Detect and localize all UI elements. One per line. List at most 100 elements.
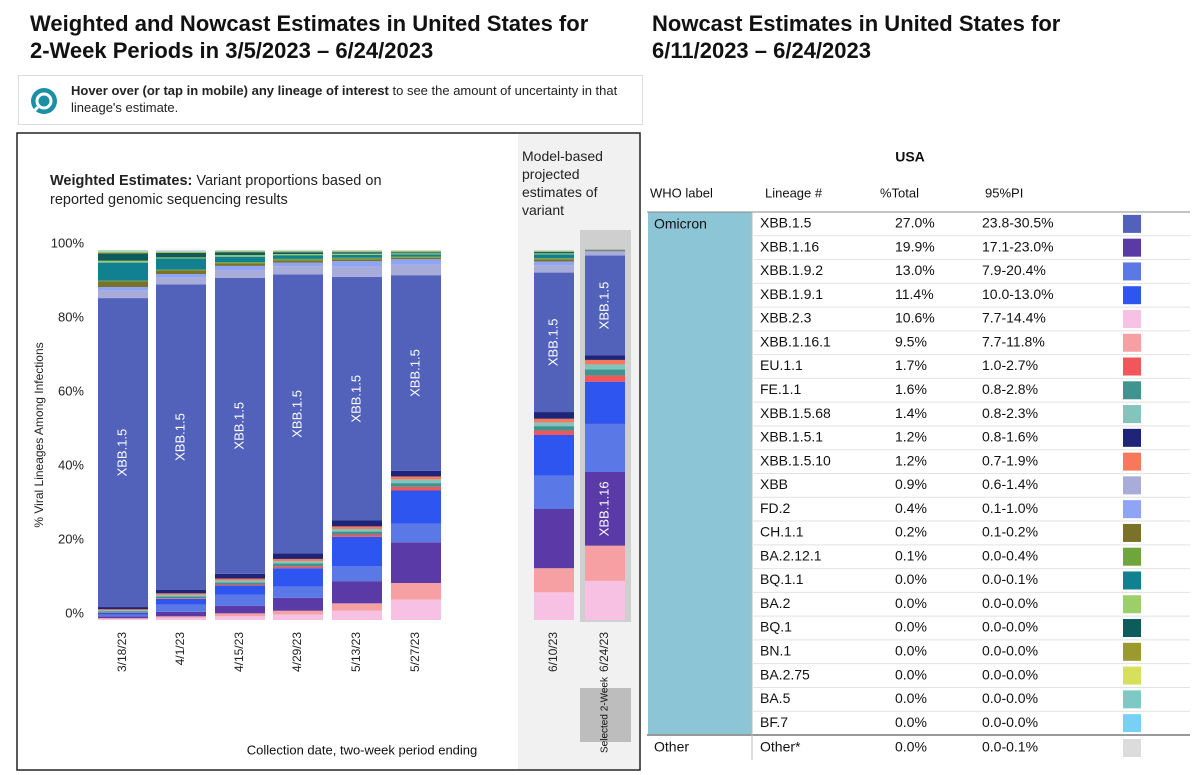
legend-swatch [1123, 739, 1141, 757]
bar-segment [332, 528, 382, 532]
bar-segment [156, 611, 206, 617]
bar-segment [98, 290, 148, 299]
percent-total: 0.0% [895, 619, 927, 635]
percent-total: 0.0% [895, 690, 927, 706]
bar-segment [98, 252, 148, 254]
legend-swatch [1123, 642, 1141, 661]
segment-label: XBB.1.5 [545, 318, 560, 366]
legend-swatch [1123, 523, 1141, 542]
bar-segment [534, 418, 574, 423]
bar-segment [534, 258, 574, 260]
bar-segment [273, 558, 323, 562]
bar-segment [391, 542, 441, 583]
bar-segment [156, 258, 206, 270]
y-tick-label: 0% [65, 605, 84, 620]
interval: 0.8-1.6% [982, 429, 1038, 445]
lineage: BA.5 [760, 690, 791, 706]
x-tick-label: 5/13/23 [349, 632, 363, 672]
bar-segment [534, 265, 574, 273]
lineage: FD.2 [760, 500, 791, 516]
bar-segment [98, 612, 148, 615]
interval: 1.0-2.7% [982, 357, 1038, 373]
lineage: XBB [760, 476, 788, 492]
bar-segment [585, 472, 625, 546]
chart-title: Weighted and Nowcast Estimates in United… [30, 11, 589, 63]
bar-segment [98, 287, 148, 291]
legend-swatch [1123, 309, 1141, 328]
lineage: BQ.1 [760, 619, 792, 635]
interval: 0.1-0.2% [982, 524, 1038, 540]
who-label: Other [654, 739, 689, 755]
bar-segment [534, 261, 574, 266]
percent-total: 1.2% [895, 429, 927, 445]
bar-segment [98, 611, 148, 613]
percent-total: 0.0% [895, 571, 927, 587]
percent-total: 19.9% [895, 238, 935, 254]
lineage: BN.1 [760, 642, 791, 658]
lineage: BQ.1.1 [760, 571, 804, 587]
percent-total: 10.6% [895, 310, 935, 326]
bar-segment [391, 479, 441, 484]
bar-segment [98, 251, 148, 253]
bar-segment [332, 610, 382, 620]
bar-segment [534, 426, 574, 431]
bar-segment [273, 586, 323, 598]
bar-segment [332, 252, 382, 254]
bar-segment [332, 257, 382, 260]
legend-swatch [1123, 500, 1141, 519]
x-tick-label: 5/27/23 [408, 632, 422, 672]
bar-segment [332, 254, 382, 258]
bar-segment [98, 260, 148, 263]
interval: 0.8-2.8% [982, 381, 1038, 397]
table-header: Lineage # [765, 185, 823, 200]
bar-segment [273, 563, 323, 567]
bar-segment [534, 259, 574, 262]
lineage: XBB.1.5 [760, 215, 812, 231]
bar-segment [215, 594, 265, 606]
legend-swatch [1123, 286, 1141, 305]
lineage: XBB.1.9.2 [760, 262, 823, 278]
legend-swatch [1123, 333, 1141, 352]
bar-segment [156, 250, 206, 252]
chart-subtitle: Weighted Estimates: Variant proportions … [50, 172, 430, 210]
legend-swatch [1123, 690, 1141, 709]
subtitle-text: Variant proportions based on reported ge… [50, 173, 382, 208]
bar-segment [273, 251, 323, 253]
bar-segment [215, 265, 265, 271]
bar-segment [585, 252, 625, 256]
interval: 7.7-14.4% [982, 310, 1046, 326]
bar-segment [215, 263, 265, 266]
bar-segment [332, 277, 382, 521]
percent-total: 0.0% [895, 595, 927, 611]
bar-segment [156, 617, 206, 620]
bar-segment [98, 262, 148, 281]
bar-segment [332, 253, 382, 255]
legend-swatch [1123, 381, 1141, 400]
x-axis-label: Collection date, two-week period ending [247, 742, 478, 757]
who-label: Omicron [654, 216, 707, 232]
bar-segment [215, 584, 265, 586]
bar-segment [98, 618, 148, 620]
bar-segment [391, 253, 441, 255]
bar-segment [273, 614, 323, 620]
bar-segment [585, 255, 625, 356]
bar-segment [534, 422, 574, 427]
percent-total: 1.7% [895, 357, 927, 373]
interval: 0.0-0.0% [982, 642, 1038, 658]
bar-segment [332, 251, 382, 253]
bar-segment [156, 269, 206, 271]
lineage: XBB.1.16.1 [760, 333, 831, 349]
bar-segment [156, 252, 206, 258]
interval: 17.1-23.0% [982, 238, 1054, 254]
bar-segment [391, 583, 441, 600]
info-box: Hover over (or tap in mobile) any lineag… [18, 75, 643, 125]
bar-segment [391, 256, 441, 258]
bar-segment [391, 599, 441, 620]
table-header: WHO label [650, 185, 713, 200]
interval: 0.0-0.0% [982, 619, 1038, 635]
bar-segment [98, 616, 148, 619]
bar-segment [215, 605, 265, 614]
y-tick-label: 60% [58, 383, 84, 398]
bar-segment [391, 476, 441, 480]
